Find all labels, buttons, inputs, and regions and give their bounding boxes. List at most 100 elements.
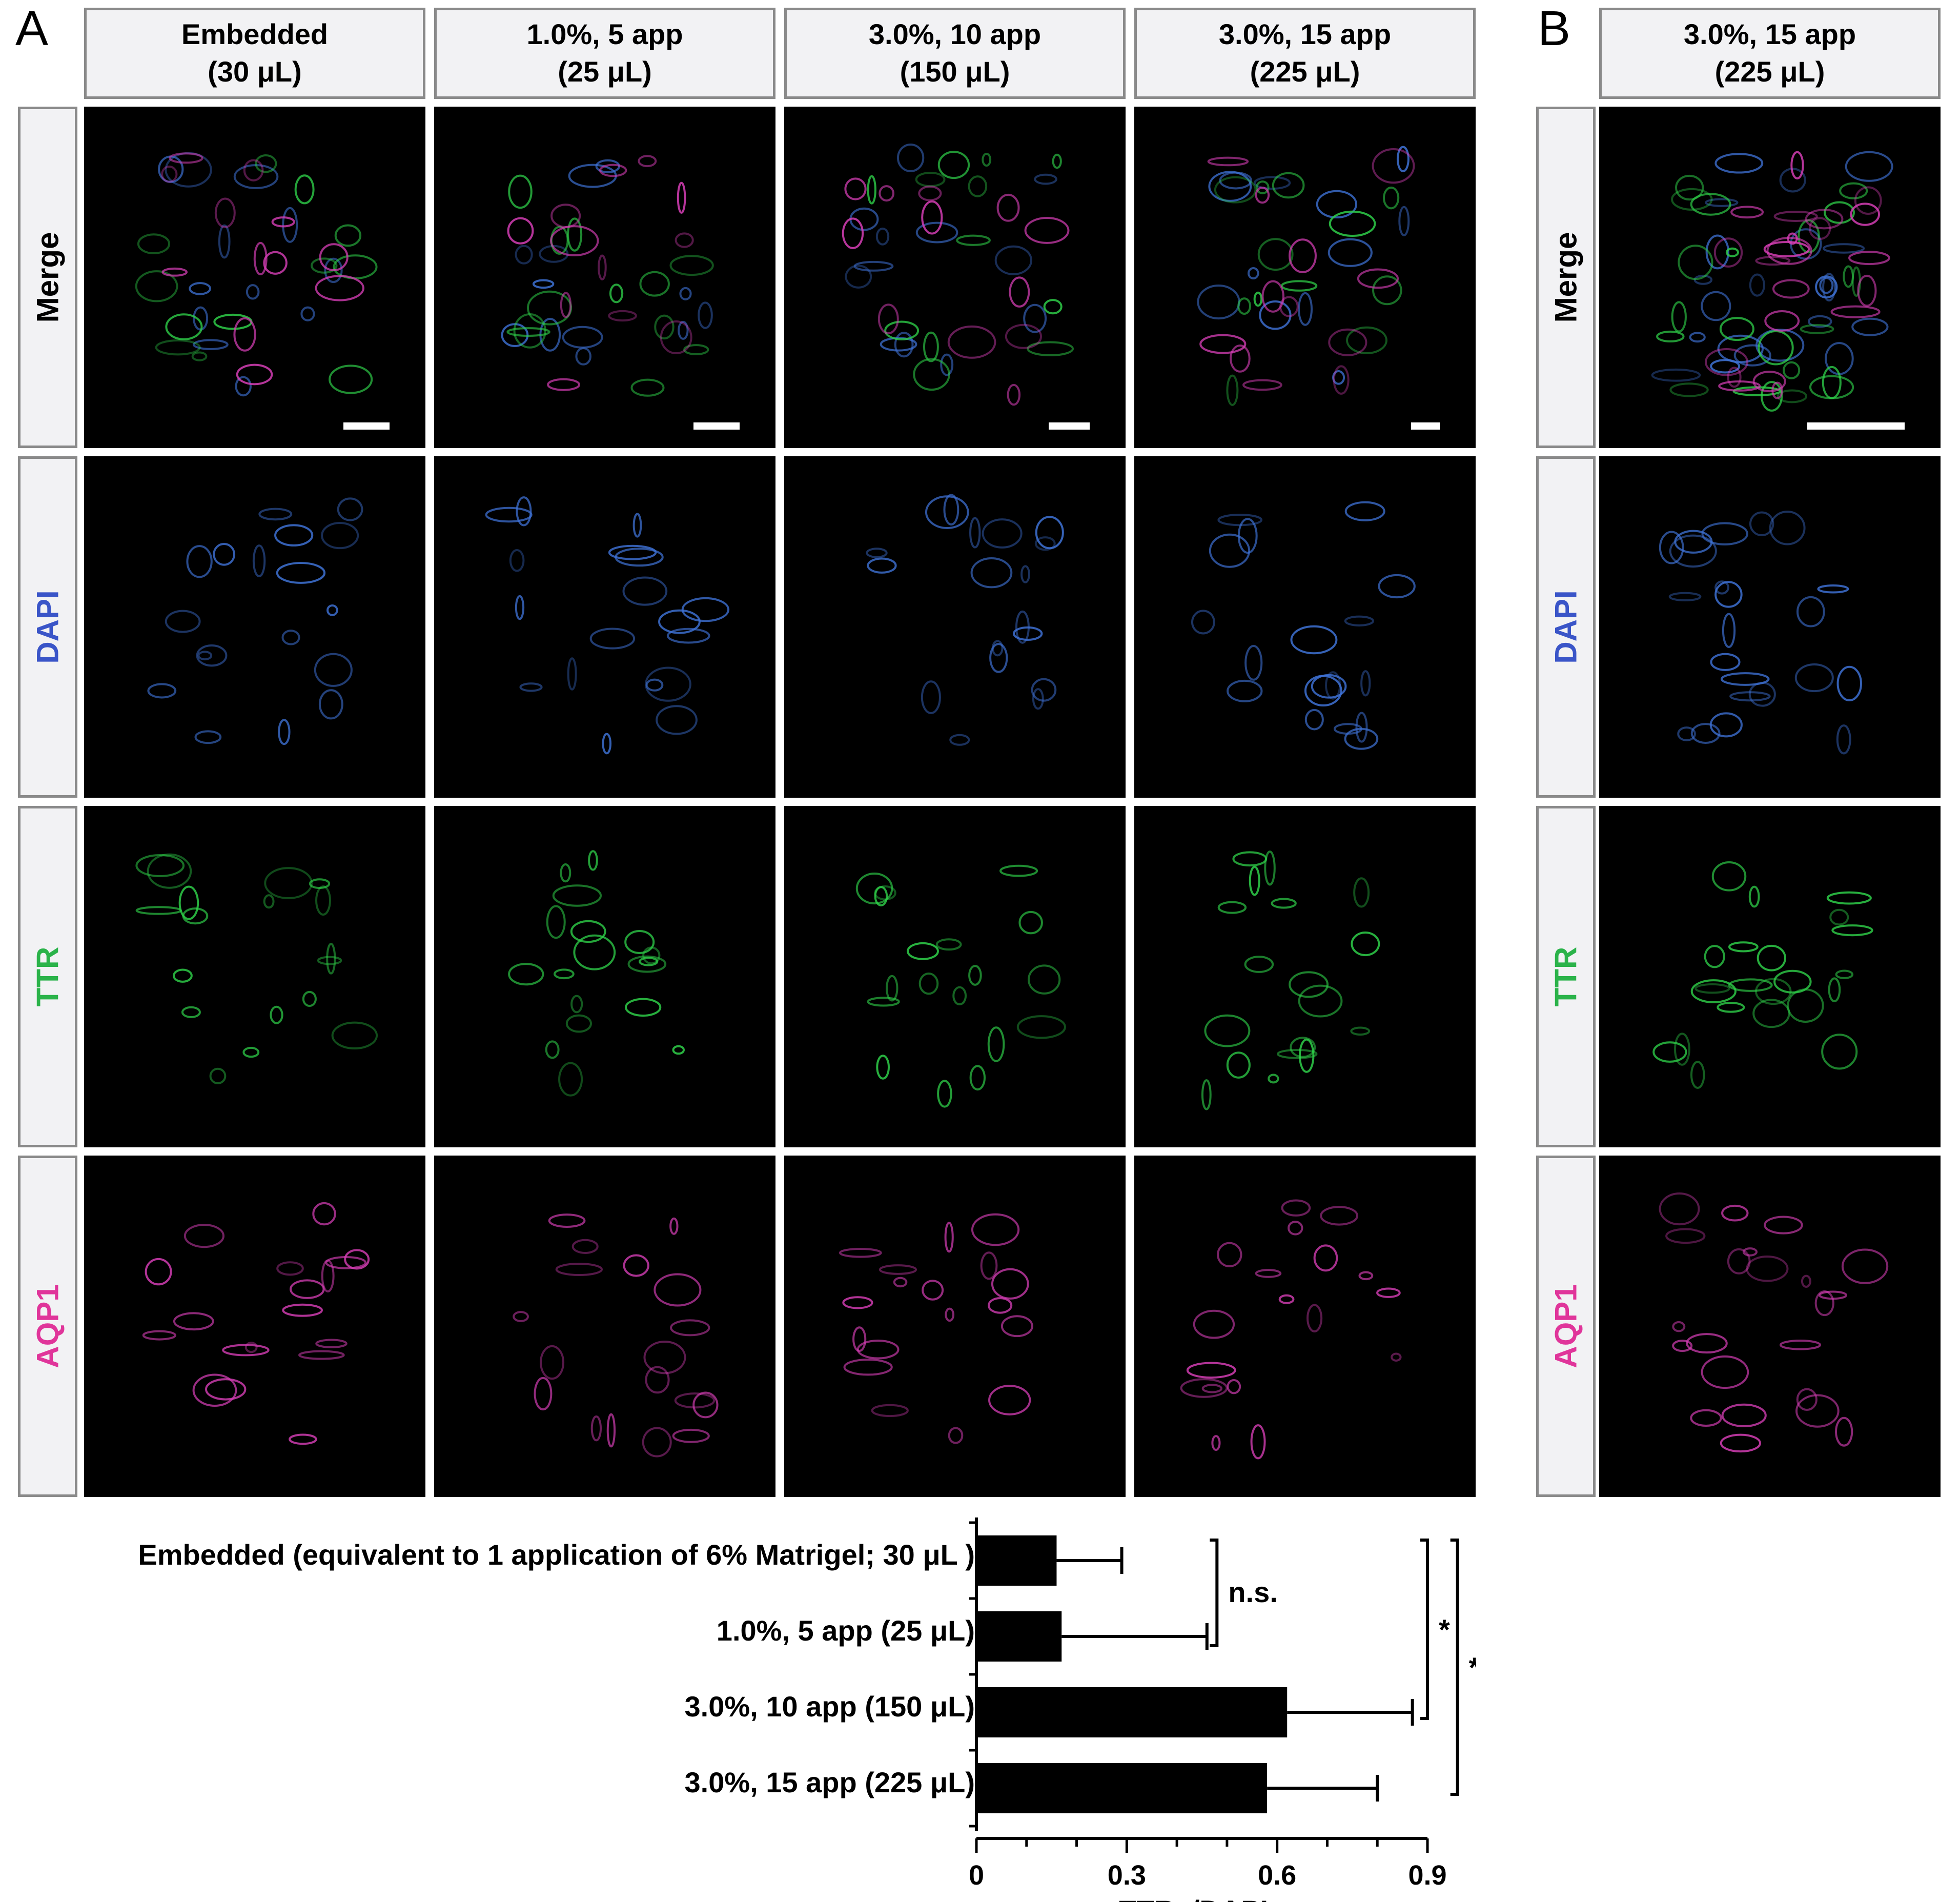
dapi-signal bbox=[1034, 173, 1057, 185]
aqp1-signal bbox=[945, 1307, 955, 1322]
ttr-signal bbox=[1237, 297, 1252, 315]
aqp1-signal bbox=[1672, 1321, 1686, 1332]
ttr-signal bbox=[326, 943, 336, 975]
ttr-signal bbox=[552, 884, 602, 907]
dapi-signal bbox=[485, 507, 533, 523]
ttr-signal bbox=[550, 226, 569, 255]
dapi-signal bbox=[246, 284, 260, 300]
ttr-signal bbox=[242, 1046, 260, 1058]
aqp1-signal bbox=[145, 1258, 172, 1286]
bar bbox=[976, 1687, 1288, 1737]
ttr-signal bbox=[1711, 861, 1747, 892]
aqp1-signal bbox=[312, 1202, 336, 1226]
dapi-signal bbox=[949, 734, 970, 746]
ttr-signal bbox=[1690, 193, 1731, 216]
aqp1-signal bbox=[672, 1428, 710, 1443]
aqp1-signal bbox=[1854, 186, 1882, 215]
ttr-signal bbox=[913, 358, 950, 391]
dapi-signal bbox=[1396, 146, 1410, 172]
ttr-signal bbox=[1839, 182, 1868, 199]
ttr-signal bbox=[968, 965, 982, 986]
dapi-signal bbox=[989, 643, 1008, 673]
aqp1-signal bbox=[507, 217, 534, 245]
significance-bracket bbox=[1450, 1539, 1459, 1796]
dapi-signal bbox=[970, 557, 1013, 589]
ttr-signal bbox=[165, 313, 203, 340]
dapi-signal bbox=[1304, 675, 1342, 706]
ttr-signal bbox=[1821, 1034, 1858, 1070]
micrograph-dapi-3 bbox=[784, 456, 1126, 798]
ttr-signal bbox=[508, 963, 544, 986]
aqp1-signal bbox=[173, 1312, 214, 1331]
significance-label: * bbox=[1439, 1613, 1450, 1646]
ttr-signal bbox=[1758, 330, 1794, 366]
ttr-signal bbox=[155, 339, 201, 356]
aqp1-signal bbox=[205, 1378, 247, 1401]
x-tick-label: 0.6 bbox=[1258, 1860, 1296, 1891]
ttr-signal bbox=[1052, 153, 1062, 169]
dapi-signal bbox=[658, 609, 701, 634]
ttr-signal bbox=[876, 1055, 890, 1080]
x-tick-label: 0.3 bbox=[1108, 1860, 1146, 1891]
dapi-signal bbox=[318, 689, 343, 720]
ttr-signal bbox=[1232, 851, 1268, 867]
ttr-signal bbox=[935, 938, 962, 951]
aqp1-signal bbox=[214, 197, 236, 228]
ttr-signal bbox=[565, 1014, 592, 1033]
aqp1-signal bbox=[1279, 296, 1299, 317]
aqp1-signal bbox=[1764, 310, 1800, 332]
row-header-dapi: DAPI bbox=[18, 456, 77, 798]
ttr-signal bbox=[1289, 971, 1329, 998]
row-label: Merge bbox=[1548, 232, 1583, 323]
aqp1-signal bbox=[161, 267, 188, 277]
dapi-signal bbox=[1819, 277, 1834, 294]
aqp1-signal bbox=[1841, 1248, 1889, 1284]
ttr-signal bbox=[968, 175, 988, 197]
aqp1-signal bbox=[271, 216, 295, 228]
dapi-signal bbox=[991, 640, 1004, 657]
dapi-signal bbox=[622, 576, 668, 606]
dapi-signal bbox=[1720, 672, 1770, 686]
dapi-signal bbox=[1344, 615, 1374, 626]
aqp1-signal bbox=[1795, 1394, 1840, 1428]
ttr-signal bbox=[1824, 201, 1855, 224]
scale-bar bbox=[1049, 422, 1090, 430]
ttr-signal bbox=[255, 154, 277, 173]
ttr-signal bbox=[1773, 969, 1812, 994]
tissue-image bbox=[866, 494, 1064, 746]
dapi-signal bbox=[1677, 726, 1696, 741]
ttr-signal bbox=[1249, 865, 1260, 896]
dapi-signal bbox=[1217, 514, 1263, 527]
significance-bracket bbox=[1210, 1539, 1219, 1647]
dapi-signal bbox=[1237, 518, 1258, 554]
dapi-signal bbox=[698, 301, 713, 329]
dapi-signal bbox=[853, 260, 894, 272]
dapi-signal bbox=[656, 705, 698, 735]
dapi-signal bbox=[969, 517, 981, 549]
dapi-signal bbox=[645, 678, 664, 692]
dapi-signal bbox=[1779, 168, 1806, 193]
tissue-image bbox=[135, 853, 378, 1084]
tissue-image bbox=[1201, 851, 1380, 1110]
dapi-signal bbox=[235, 376, 252, 397]
aqp1-signal bbox=[550, 225, 599, 256]
ttr-signal bbox=[1214, 176, 1257, 204]
aqp1-signal bbox=[276, 1261, 304, 1276]
dapi-signal bbox=[1815, 275, 1838, 299]
dapi-signal bbox=[1227, 679, 1263, 702]
micrograph-ttr-4 bbox=[1134, 806, 1476, 1147]
aqp1-signal bbox=[1001, 1315, 1033, 1338]
tissue-image bbox=[1180, 1199, 1402, 1460]
dapi-signal bbox=[147, 683, 177, 699]
dapi-signal bbox=[1298, 292, 1313, 326]
dapi-signal bbox=[281, 630, 300, 645]
dapi-signal bbox=[515, 595, 525, 620]
ttr-signal bbox=[1828, 977, 1841, 1002]
dapi-signal bbox=[1851, 317, 1889, 336]
ttr-signal bbox=[191, 351, 208, 361]
ttr-signal bbox=[1043, 299, 1063, 315]
ttr-signal bbox=[1809, 375, 1854, 399]
aqp1-signal bbox=[879, 1264, 917, 1275]
ttr-signal bbox=[1752, 999, 1790, 1028]
ttr-signal bbox=[884, 320, 920, 340]
